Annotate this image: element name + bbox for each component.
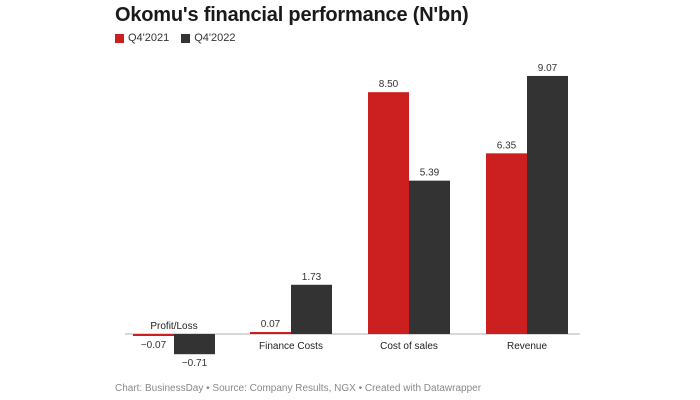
value-label-revenue-q4-2021: 6.35 xyxy=(497,140,517,151)
legend-item-q4-2021: Q4'2021 xyxy=(115,32,169,44)
legend-swatch-q4-2021 xyxy=(115,33,124,43)
bar-profit-loss-q4-2021 xyxy=(133,334,174,336)
value-label-cost-of-sales-q4-2021: 8.50 xyxy=(379,79,399,90)
value-label-profit-loss-q4-2021: −0.07 xyxy=(141,340,167,351)
legend-label-q4-2022: Q4'2022 xyxy=(194,32,236,44)
legend-label-q4-2021: Q4'2021 xyxy=(128,32,170,44)
value-label-profit-loss-q4-2022: −0.71 xyxy=(182,358,208,369)
category-label-finance-costs: Finance Costs xyxy=(259,341,323,352)
value-label-finance-costs-q4-2022: 1.73 xyxy=(302,272,322,283)
bar-profit-loss-q4-2022 xyxy=(174,334,215,355)
legend-item-q4-2022: Q4'2022 xyxy=(181,32,236,44)
value-label-revenue-q4-2022: 9.07 xyxy=(538,63,558,74)
bar-cost-of-sales-q4-2022 xyxy=(409,180,450,334)
bar-finance-costs-q4-2021 xyxy=(250,332,291,334)
bar-finance-costs-q4-2022 xyxy=(291,284,332,334)
chart-title: Okomu's financial performance (N'bn) xyxy=(115,4,469,26)
bar-cost-of-sales-q4-2021 xyxy=(368,92,409,334)
value-label-cost-of-sales-q4-2022: 5.39 xyxy=(420,168,440,179)
bar-revenue-q4-2021 xyxy=(486,153,527,334)
legend: Q4'2021 Q4'2022 xyxy=(115,32,248,44)
chart-footer: Chart: BusinessDay • Source: Company Res… xyxy=(115,383,482,394)
legend-swatch-q4-2022 xyxy=(181,33,191,43)
category-label-profit-loss: Profit/Loss xyxy=(150,321,197,332)
bar-revenue-q4-2022 xyxy=(527,75,568,335)
category-label-revenue: Revenue xyxy=(507,341,547,352)
category-label-cost-of-sales: Cost of sales xyxy=(380,341,438,352)
value-label-finance-costs-q4-2021: 0.07 xyxy=(261,319,281,330)
